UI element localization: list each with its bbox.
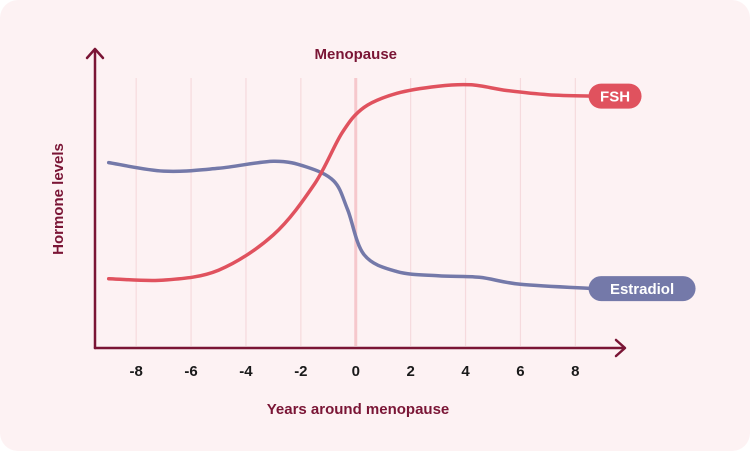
- estradiol-line: [106, 159, 597, 291]
- x-tick-label: -6: [184, 363, 197, 380]
- x-tick-label: -2: [294, 363, 307, 380]
- x-tick-label: 4: [461, 363, 470, 380]
- fsh-label-pill: [588, 83, 642, 109]
- fsh-label-text: FSH: [600, 89, 630, 106]
- axes: [85, 47, 627, 358]
- fsh-line: [106, 82, 597, 283]
- x-tick-label: 8: [571, 363, 579, 380]
- grid-layer: [135, 78, 576, 346]
- estradiol-series-label: Estradiol: [588, 276, 696, 302]
- x-tick-label: 6: [516, 363, 524, 380]
- estradiol-label-text: Estradiol: [610, 281, 674, 298]
- x-tick-label: 0: [352, 363, 360, 380]
- estradiol-label-pill: [588, 276, 696, 302]
- x-tick-label: 2: [406, 363, 414, 380]
- y-axis-arrow-icon: [85, 47, 105, 60]
- menopause-label: Menopause: [314, 46, 397, 63]
- x-tick-labels: -8 -6 -4 -2 0 2 4 6 8: [130, 363, 580, 380]
- y-axis-title: Hormone levels: [50, 143, 67, 255]
- x-axis-title: Years around menopause: [267, 401, 450, 418]
- x-tick-label: -8: [130, 363, 143, 380]
- fsh-series-label: FSH: [588, 83, 642, 109]
- x-tick-label: -4: [239, 363, 253, 380]
- x-axis-arrow-icon: [614, 338, 627, 358]
- series-layer: Estradiol FSH: [106, 82, 696, 302]
